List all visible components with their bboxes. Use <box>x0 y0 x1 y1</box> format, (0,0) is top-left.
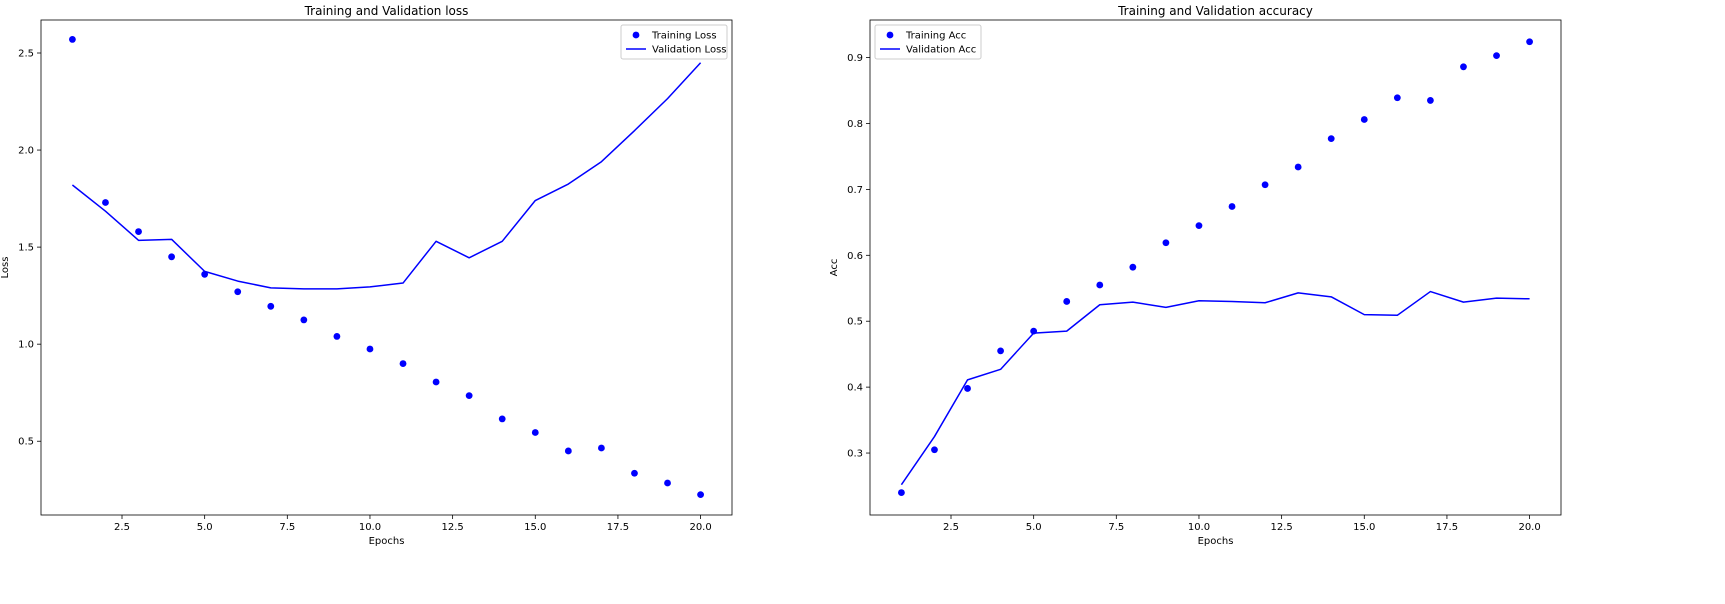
x-tick-label: 5.0 <box>1026 522 1042 533</box>
x-tick-label: 2.5 <box>943 522 959 533</box>
data-point <box>1096 281 1104 289</box>
x-tick-label: 7.5 <box>1108 522 1124 533</box>
series-line-2 <box>71 62 702 290</box>
legend-box <box>620 24 728 60</box>
x-tick-label: 10.0 <box>1188 522 1210 533</box>
legend-point-marker <box>886 31 894 39</box>
y-tick-label: 0.8 <box>847 119 863 130</box>
x-tick-label: 7.5 <box>279 522 295 533</box>
data-point <box>664 479 671 487</box>
y-axis-label: Loss <box>0 257 11 279</box>
x-tick-label: 12.5 <box>441 522 463 533</box>
x-tick-label: 17.5 <box>1436 522 1458 533</box>
plot-frame <box>40 19 733 516</box>
y-tick-label: 2.5 <box>18 49 34 60</box>
y-tick-label: 0.4 <box>847 383 863 394</box>
x-tick-label: 17.5 <box>607 522 629 533</box>
x-tick-label: 20.0 <box>1518 522 1540 533</box>
y-tick-label: 1.0 <box>18 340 34 351</box>
data-point <box>1427 97 1434 104</box>
data-point <box>1493 52 1500 59</box>
data-point <box>1162 239 1170 247</box>
y-tick-label: 0.9 <box>847 53 863 64</box>
data-point <box>498 415 506 423</box>
data-point <box>697 491 704 499</box>
y-tick-label: 0.7 <box>847 185 863 196</box>
data-point <box>1195 222 1203 230</box>
data-point <box>300 316 308 324</box>
data-point <box>631 469 638 477</box>
data-point <box>465 392 473 400</box>
subplot-1: Training and Validation loss 2.5 5.0 7.5 10.… <box>0 4 733 547</box>
chart-title: Training and Validation accuracy <box>1117 4 1313 18</box>
y-tick-label: 1.5 <box>18 243 34 254</box>
x-tick-label: 20.0 <box>689 522 711 533</box>
data-point <box>997 347 1004 355</box>
data-point <box>1327 135 1335 143</box>
x-tick-label: 15.0 <box>1353 522 1375 533</box>
data-point <box>898 489 905 496</box>
data-point <box>531 429 539 436</box>
legend-box <box>874 24 982 60</box>
data-point <box>964 385 971 392</box>
x-tick-label: 15.0 <box>524 522 546 533</box>
data-point <box>267 302 275 310</box>
x-tick-label: 12.5 <box>1270 522 1292 533</box>
x-tick-label: 5.0 <box>197 522 213 533</box>
legend: Training Loss Validation Loss <box>620 24 728 60</box>
data-point <box>931 446 938 454</box>
legend-label: Training Acc <box>905 31 966 42</box>
y-tick-label: 0.3 <box>847 449 863 460</box>
data-point <box>1460 63 1467 71</box>
data-point <box>432 378 440 386</box>
data-point <box>366 345 374 353</box>
data-point <box>1360 116 1368 123</box>
data-point <box>399 360 407 367</box>
legend-label: Validation Loss <box>652 45 727 56</box>
series-line-2 <box>900 290 1530 486</box>
y-tick-label: 2.0 <box>18 146 34 157</box>
legend-label: Training Loss <box>651 31 717 42</box>
data-point <box>1261 181 1269 189</box>
data-point <box>234 288 242 296</box>
data-point <box>1063 298 1071 305</box>
plot-frame <box>869 19 1562 516</box>
data-point <box>168 253 175 261</box>
x-tick-label: 10.0 <box>359 522 381 533</box>
y-axis-label: Acc <box>829 259 840 277</box>
legend-point-marker <box>632 31 640 39</box>
y-tick-label: 0.5 <box>847 317 863 328</box>
data-point <box>1526 38 1533 46</box>
data-point <box>69 36 76 43</box>
subplot-2: Training and Validation accuracy 2.5 5.0 7.… <box>829 4 1562 547</box>
data-point <box>333 333 341 340</box>
y-tick-label: 0.6 <box>847 251 863 262</box>
chart-title: Training and Validation loss <box>304 4 469 18</box>
data-point <box>1129 263 1137 271</box>
data-point <box>1294 163 1302 171</box>
legend-label: Validation Acc <box>906 45 976 56</box>
legend: Training Acc Validation Acc <box>874 24 982 60</box>
data-point <box>1393 94 1401 102</box>
data-point <box>135 228 142 235</box>
y-tick-label: 0.5 <box>18 437 34 448</box>
data-point <box>1228 203 1236 210</box>
data-point <box>564 447 572 455</box>
data-point <box>598 444 605 452</box>
x-axis-label: Epochs <box>369 536 405 547</box>
x-axis-label: Epochs <box>1198 536 1234 547</box>
data-point <box>102 199 109 206</box>
x-tick-label: 2.5 <box>114 522 130 533</box>
